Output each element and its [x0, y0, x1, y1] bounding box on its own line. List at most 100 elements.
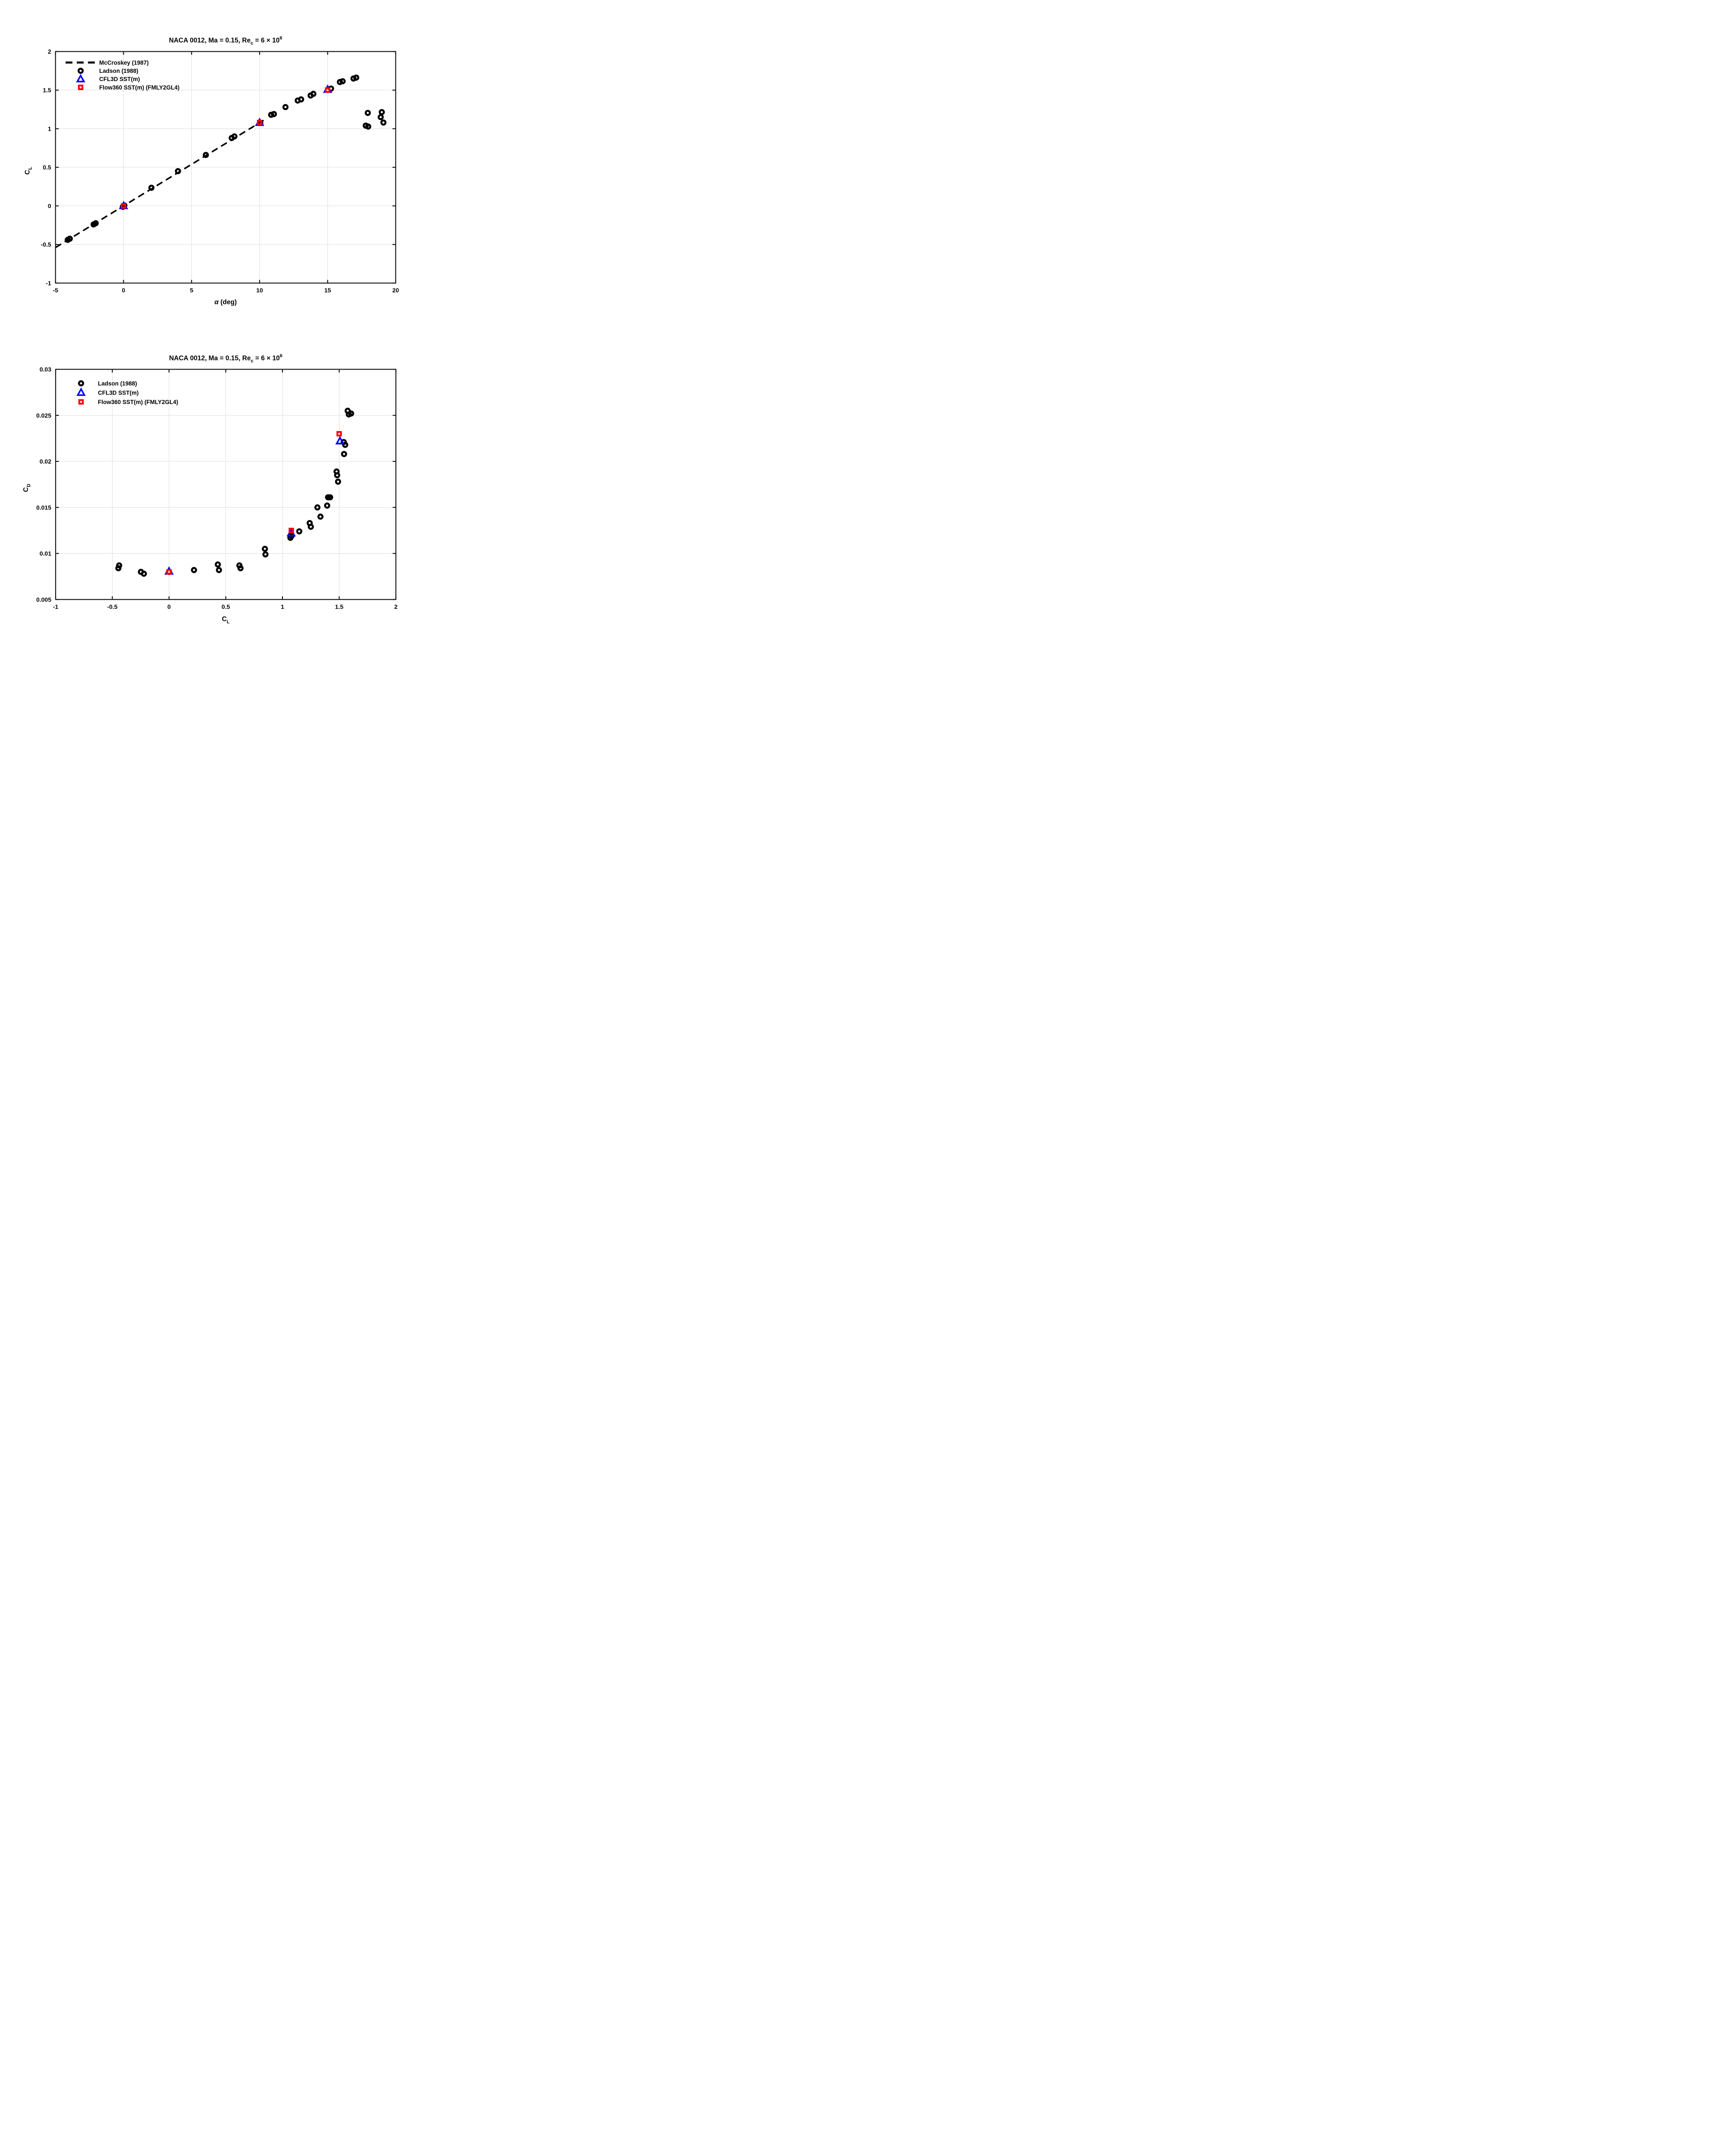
legend-circle-sample	[78, 380, 85, 387]
matlab-figure: -5 0 5 10 15 20 -1 -0.5 0 0.5 1 1.5 2 NACA 0012, Ma =…	[0, 0, 431, 674]
circle-data-marker	[296, 528, 303, 535]
circle-data-marker	[379, 109, 385, 116]
series-layer	[115, 407, 354, 577]
circle-data-marker	[380, 119, 387, 126]
circle-data-marker	[307, 523, 314, 530]
x-tick-label: 0.5	[222, 603, 230, 610]
circle-data-marker	[237, 565, 244, 571]
y-tick-label: 1	[48, 125, 51, 132]
circle-data-marker	[262, 545, 268, 552]
x-tick-label: 5	[190, 287, 193, 294]
circle-data-marker	[339, 78, 346, 85]
y-tick-label: 0.01	[40, 550, 51, 557]
square-data-marker	[289, 527, 294, 533]
legend-label: Flow360 SST(m) (FMLY2GL4)	[99, 84, 179, 91]
x-tick-label: -5	[53, 287, 58, 294]
y-tick-label: -0.5	[41, 241, 51, 248]
circle-data-marker	[334, 472, 340, 479]
y-tick-label: 0.025	[36, 412, 51, 419]
series-layer	[55, 74, 387, 248]
y-tick-label: 1.5	[43, 87, 51, 94]
chart-title: NACA 0012, Ma = 0.15, Rec = 6 × 106	[169, 36, 282, 46]
x-tick-label: 0	[122, 287, 125, 294]
legend-label: Flow360 SST(m) (FMLY2GL4)	[98, 399, 178, 405]
legend: McCroskey (1987) Ladson (1988) CFL3D SST(m…	[66, 60, 179, 91]
y-axis-label: CL	[24, 167, 33, 175]
square-data-marker	[257, 119, 263, 125]
circle-data-marker	[116, 562, 122, 569]
legend-circle-sample	[77, 68, 84, 74]
x-tick-label: -0.5	[107, 603, 117, 610]
y-tick-label: 2	[48, 48, 51, 55]
square-data-marker	[121, 203, 126, 209]
x-tick-label: 20	[392, 287, 399, 294]
legend-label: Ladson (1988)	[98, 380, 137, 387]
y-tick-label: 0.02	[40, 458, 51, 465]
circle-data-marker	[327, 494, 333, 501]
circle-data-marker	[271, 111, 277, 117]
y-tick-label: -1	[46, 280, 51, 287]
circle-data-marker	[335, 478, 341, 485]
square-data-marker	[336, 431, 342, 437]
x-axis-label: CL	[222, 615, 230, 624]
legend: Ladson (1988) CFL3D SST(m) Flow360 SST(m) …	[76, 380, 178, 405]
square-data-marker	[166, 569, 172, 575]
circle-data-marker	[141, 570, 147, 577]
circle-data-marker	[342, 442, 348, 448]
circle-data-marker	[216, 567, 222, 573]
legend-triangle-sample	[76, 387, 86, 396]
circle-data-marker	[92, 220, 99, 226]
circle-data-marker	[298, 96, 304, 103]
circle-data-marker	[148, 185, 155, 191]
legend-triangle-sample	[76, 74, 85, 82]
y-tick-label: 0.015	[36, 504, 51, 511]
circle-data-marker	[317, 514, 324, 520]
legend-label: McCroskey (1987)	[99, 60, 149, 66]
drag-polar-plot: -1 -0.5 0 0.5 1 1.5 2 0.005 0.01 0.015 0.02 0.025 0.…	[22, 354, 398, 625]
circle-data-marker	[191, 567, 197, 573]
x-axis-label: α (deg)	[214, 299, 237, 306]
circle-data-marker	[348, 410, 354, 417]
axis-ticks	[55, 51, 396, 284]
x-tick-label: 0	[167, 603, 171, 610]
y-tick-label: 0	[48, 203, 51, 210]
y-tick-label: 0.5	[43, 164, 51, 171]
circle-data-marker	[203, 152, 209, 158]
triangle-data-marker	[335, 436, 345, 445]
x-tick-label: 2	[394, 603, 398, 610]
x-tick-label: 1.5	[335, 603, 344, 610]
circle-data-marker	[377, 114, 384, 120]
y-tick-label: 0.005	[36, 596, 51, 603]
lift-curve-plot: -5 0 5 10 15 20 -1 -0.5 0 0.5 1 1.5 2 NACA 0012, Ma =…	[24, 36, 399, 306]
square-data-marker	[325, 87, 330, 93]
circle-data-marker	[353, 74, 360, 81]
y-tick-label: 0.03	[40, 366, 51, 373]
legend-label: CFL3D SST(m)	[98, 389, 139, 396]
legend-square-sample	[78, 85, 84, 90]
grid	[56, 369, 396, 600]
grid	[55, 51, 396, 283]
circle-data-marker	[324, 502, 330, 509]
circle-data-marker	[214, 561, 221, 568]
x-tick-label: 1	[281, 603, 284, 610]
circle-data-marker	[66, 235, 73, 242]
legend-label: CFL3D SST(m)	[99, 76, 140, 82]
circle-data-marker	[364, 110, 371, 116]
legend-square-sample	[78, 399, 84, 405]
circle-data-marker	[310, 91, 317, 97]
x-tick-label: -1	[53, 603, 59, 610]
circle-data-marker	[365, 123, 371, 130]
axis-ticks	[55, 369, 397, 600]
legend-label: Ladson (1988)	[99, 68, 138, 74]
circle-data-marker	[341, 451, 347, 458]
x-tick-label: 15	[324, 287, 331, 294]
y-axis-label: CD	[22, 484, 31, 492]
chart-title: NACA 0012, Ma = 0.15, Rec = 6 × 106	[169, 354, 282, 364]
circle-data-marker	[231, 133, 238, 140]
circle-data-marker	[314, 504, 321, 511]
x-tick-label: 10	[256, 287, 263, 294]
circle-data-marker	[262, 551, 269, 558]
circle-data-marker	[282, 104, 289, 110]
circle-data-marker	[175, 168, 181, 175]
